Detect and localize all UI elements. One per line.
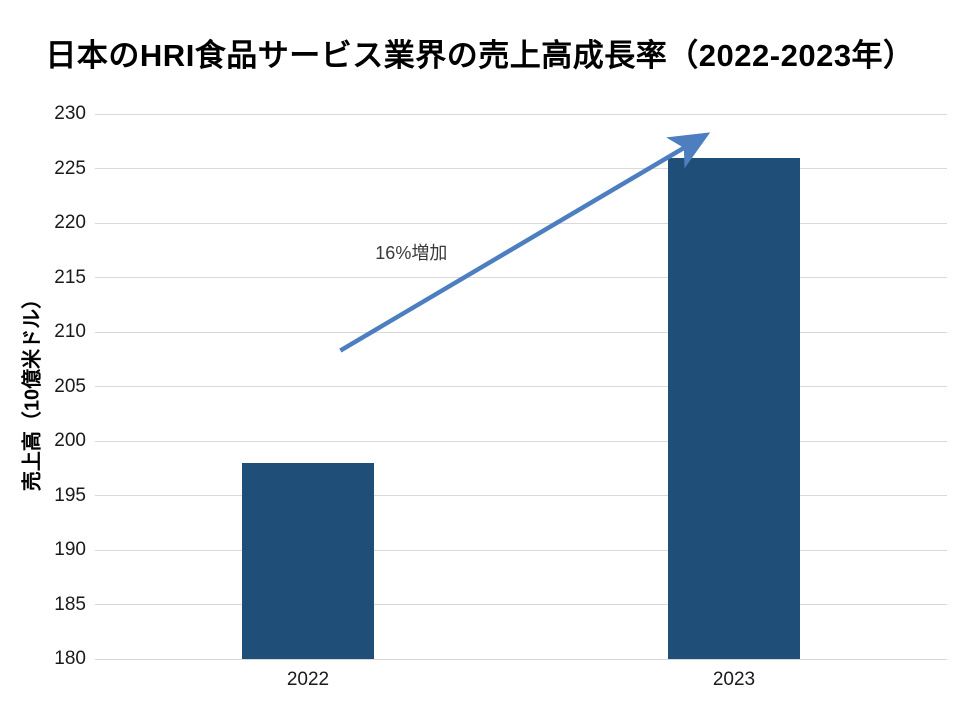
gridline [95,277,947,278]
gridline [95,331,947,333]
gridline [95,440,947,442]
y-tick-label: 230 [54,103,86,124]
y-tick-label: 200 [54,430,86,451]
gridline [95,658,947,660]
y-tick-label: 185 [54,593,86,615]
gridline [95,604,947,605]
y-tick-label: 190 [54,539,86,560]
gridline [95,495,947,496]
gridline [95,222,947,224]
y-tick-label: 205 [54,375,86,397]
gridline [95,168,947,169]
y-tick-label: 220 [54,212,86,233]
y-tick-label: 225 [54,157,86,179]
gridline [95,549,947,551]
y-tick-label: 195 [54,484,86,506]
annotation-label: 16%増加 [375,243,448,264]
x-tick-label: 2022 [286,669,330,690]
y-tick-label: 215 [54,266,86,288]
gridline [95,386,947,387]
bar-2022 [242,462,374,659]
chart-title: 日本のHRI食品サービス業界の売上高成長率（2022-2023年） [45,38,915,73]
y-tick-label: 210 [54,321,86,342]
gridline [95,113,947,115]
bar-2023 [668,157,800,659]
x-tick-label: 2023 [712,669,756,690]
y-tick-label: 180 [54,648,86,669]
